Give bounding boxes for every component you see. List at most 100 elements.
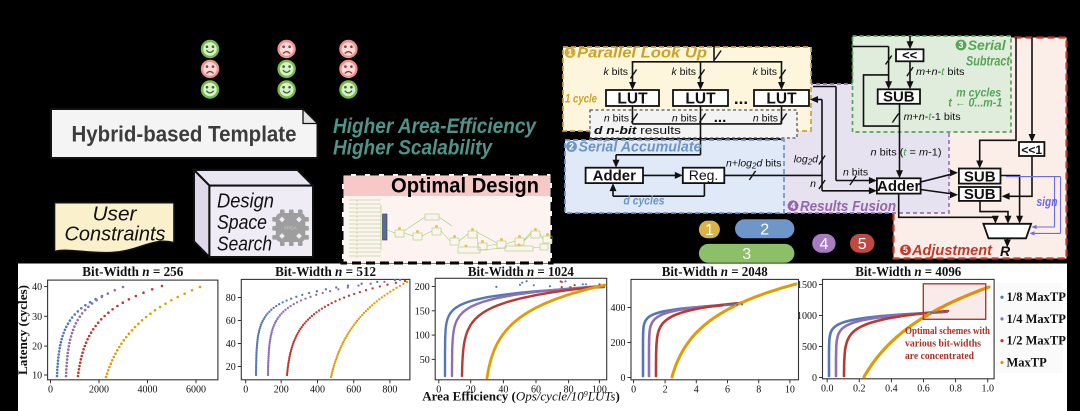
svg-text:6000: 6000 [186, 384, 206, 395]
svg-text:0: 0 [631, 384, 636, 395]
svg-text:100: 100 [415, 331, 430, 342]
svg-text:sign: sign [1037, 194, 1058, 209]
svg-text:Space: Space [217, 212, 267, 234]
svg-text:1000: 1000 [797, 311, 817, 322]
svg-text:Adder: Adder [593, 168, 637, 185]
svg-text:n+log2d bits: n+log2d bits [726, 158, 782, 171]
svg-text:1/2 MaxTP: 1/2 MaxTP [1007, 334, 1067, 348]
svg-text:2: 2 [569, 142, 574, 152]
svg-text:0.2: 0.2 [853, 383, 866, 394]
svg-text:Higher Scalability: Higher Scalability [333, 137, 493, 160]
svg-text:m+n-t-1 bits: m+n-t-1 bits [904, 111, 961, 123]
svg-text:2: 2 [663, 384, 668, 395]
svg-text:1/8 MaxTP: 1/8 MaxTP [1007, 290, 1067, 304]
svg-text:Constraints: Constraints [65, 224, 166, 246]
svg-text:50: 50 [420, 355, 430, 366]
svg-text:3: 3 [959, 40, 964, 50]
svg-text:Results Fusion: Results Fusion [800, 198, 896, 215]
svg-text:800: 800 [382, 384, 397, 395]
svg-text:500: 500 [802, 342, 817, 353]
svg-text:3: 3 [742, 246, 751, 263]
svg-text:n bits: n bits [843, 167, 868, 179]
svg-text:30: 30 [32, 312, 42, 323]
svg-text:5: 5 [903, 245, 908, 255]
svg-text:d n-bit results: d n-bit results [594, 125, 682, 137]
svg-text:2000: 2000 [89, 384, 109, 395]
svg-text:0: 0 [48, 384, 53, 395]
svg-text:Search: Search [217, 234, 272, 256]
svg-text:4: 4 [791, 201, 796, 211]
svg-text:k bits: k bits [752, 66, 777, 78]
svg-text:400: 400 [611, 303, 626, 314]
svg-text:5: 5 [858, 236, 867, 253]
svg-text:MaxTP: MaxTP [1007, 356, 1048, 370]
svg-text:Optimal Design: Optimal Design [391, 175, 539, 198]
svg-text:2: 2 [760, 221, 769, 238]
svg-text:200: 200 [274, 384, 289, 395]
svg-text:Hybrid-based Template: Hybrid-based Template [72, 122, 297, 147]
svg-text:R: R [1000, 243, 1011, 259]
svg-text:10: 10 [785, 384, 795, 395]
svg-text:1: 1 [705, 222, 714, 239]
svg-text:60: 60 [226, 316, 236, 327]
svg-text:10: 10 [32, 371, 42, 382]
svg-text:20: 20 [32, 342, 42, 353]
svg-text:Design: Design [217, 191, 274, 213]
svg-text:1: 1 [568, 48, 573, 58]
svg-text:Bit-Width n = 4096: Bit-Width n = 4096 [855, 264, 961, 279]
svg-text:200: 200 [611, 338, 626, 349]
svg-text:FPGA: FPGA [284, 226, 296, 231]
svg-text:LUT: LUT [766, 90, 797, 107]
svg-text:Adjustment: Adjustment [911, 242, 993, 259]
svg-text:0: 0 [243, 384, 248, 395]
svg-text:m+n-t bits: m+n-t bits [916, 66, 965, 78]
svg-text:Area Efficiency (Ops/cycle/109: Area Efficiency (Ops/cycle/109LUTs) [422, 389, 620, 404]
svg-text:<<1: <<1 [1021, 143, 1042, 157]
svg-text:log2d: log2d [794, 154, 819, 167]
svg-text:20: 20 [466, 384, 476, 395]
svg-text:4: 4 [694, 384, 699, 395]
svg-text:are concentrated: are concentrated [905, 351, 974, 362]
svg-text:<<: << [902, 48, 918, 63]
svg-text:100: 100 [592, 384, 607, 395]
svg-text:200: 200 [415, 282, 430, 293]
svg-text:t ← 0...m-1: t ← 0...m-1 [948, 98, 1002, 110]
svg-text:80: 80 [226, 293, 236, 304]
svg-text:Serial: Serial [968, 37, 1007, 53]
svg-text:d cycles: d cycles [624, 196, 665, 208]
svg-text:User: User [93, 204, 138, 226]
svg-text:Subtract: Subtract [966, 53, 1011, 69]
svg-text:SUB: SUB [964, 186, 996, 203]
svg-text:4000: 4000 [138, 384, 158, 395]
svg-text:0: 0 [621, 373, 626, 384]
svg-text:Parallel Look Up: Parallel Look Up [577, 45, 707, 62]
svg-text:...: ... [714, 109, 727, 126]
svg-text:0: 0 [436, 384, 441, 395]
svg-text:40: 40 [32, 282, 42, 293]
svg-text:n bits: n bits [753, 113, 778, 125]
svg-text:4: 4 [819, 236, 828, 253]
svg-text:LUT: LUT [685, 90, 716, 107]
svg-text:k bits: k bits [671, 66, 696, 78]
svg-text:600: 600 [346, 384, 361, 395]
svg-text:Bit-Width n = 256: Bit-Width n = 256 [82, 264, 183, 279]
svg-text:various bit-widths: various bit-widths [905, 339, 981, 350]
svg-text:1/4 MaxTP: 1/4 MaxTP [1007, 312, 1067, 326]
svg-text:150: 150 [415, 306, 430, 317]
svg-text:Optimal schemes with: Optimal schemes with [905, 326, 990, 337]
svg-text:1500: 1500 [797, 280, 817, 291]
svg-text:8: 8 [756, 384, 761, 395]
svg-text:400: 400 [310, 384, 325, 395]
svg-text:n bits: n bits [672, 113, 697, 125]
svg-text:Latency (cycles): Latency (cycles) [16, 285, 30, 375]
svg-text:Serial Accumulate: Serial Accumulate [579, 139, 702, 156]
svg-text:Bit-Width n = 1024: Bit-Width n = 1024 [468, 264, 574, 279]
svg-text:LUT: LUT [617, 90, 648, 107]
svg-text:20: 20 [226, 362, 236, 373]
svg-text:60: 60 [531, 384, 541, 395]
svg-text:0.6: 0.6 [917, 383, 930, 394]
svg-text:Adder: Adder [877, 178, 921, 195]
svg-text:80: 80 [564, 384, 574, 395]
svg-text:n: n [810, 178, 816, 190]
svg-text:...: ... [734, 89, 748, 108]
